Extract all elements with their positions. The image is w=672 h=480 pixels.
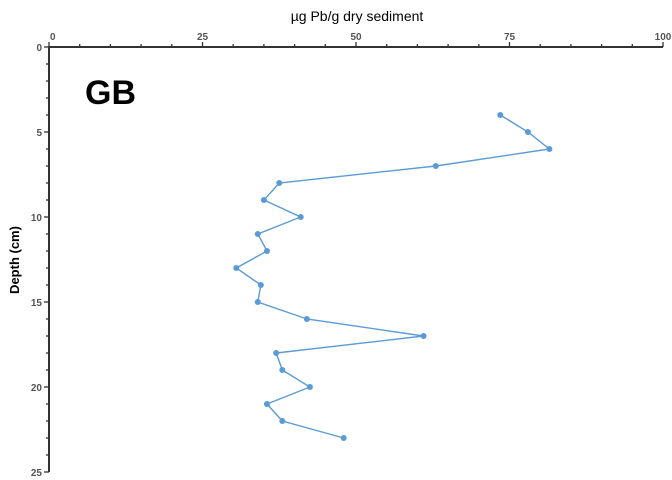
data-point [273, 350, 280, 356]
data-point [297, 214, 304, 220]
data-point [432, 163, 439, 169]
x-tick-label: 0 [50, 32, 56, 43]
x-axis-title: µg Pb/g dry sediment [291, 8, 424, 24]
data-point [524, 129, 531, 135]
data-point [497, 112, 504, 118]
data-point [420, 333, 427, 339]
series-line [234, 114, 552, 439]
y-tick-label: 10 [31, 213, 43, 224]
y-axis-title: Depth (cm) [7, 226, 22, 294]
data-point [254, 299, 261, 305]
y-tick-label: 20 [31, 383, 43, 394]
data-point [306, 384, 313, 390]
data-point [254, 231, 261, 237]
series-group [233, 112, 553, 441]
y-tick-label: 25 [31, 468, 43, 479]
data-point [546, 146, 553, 152]
y-tick-label: 5 [36, 128, 42, 139]
data-point [279, 418, 286, 424]
x-tick-label: 75 [504, 32, 516, 43]
data-point [233, 265, 240, 271]
data-point [340, 435, 347, 441]
x-tick-label: 100 [655, 32, 672, 43]
data-point [263, 401, 270, 407]
axes-group: 0 25 50 75 100 0 5 10 15 20 25 [31, 32, 672, 479]
y-tick-label: 0 [36, 43, 42, 54]
data-point [279, 367, 286, 373]
y-tick-label: 15 [31, 298, 43, 309]
data-point [276, 180, 283, 186]
data-point [263, 248, 270, 254]
x-tick-label: 50 [350, 32, 362, 43]
x-tick-label: 25 [197, 32, 209, 43]
panel-label: GB [85, 74, 136, 112]
data-point [303, 316, 310, 322]
data-point [260, 197, 267, 203]
data-point [257, 282, 264, 288]
